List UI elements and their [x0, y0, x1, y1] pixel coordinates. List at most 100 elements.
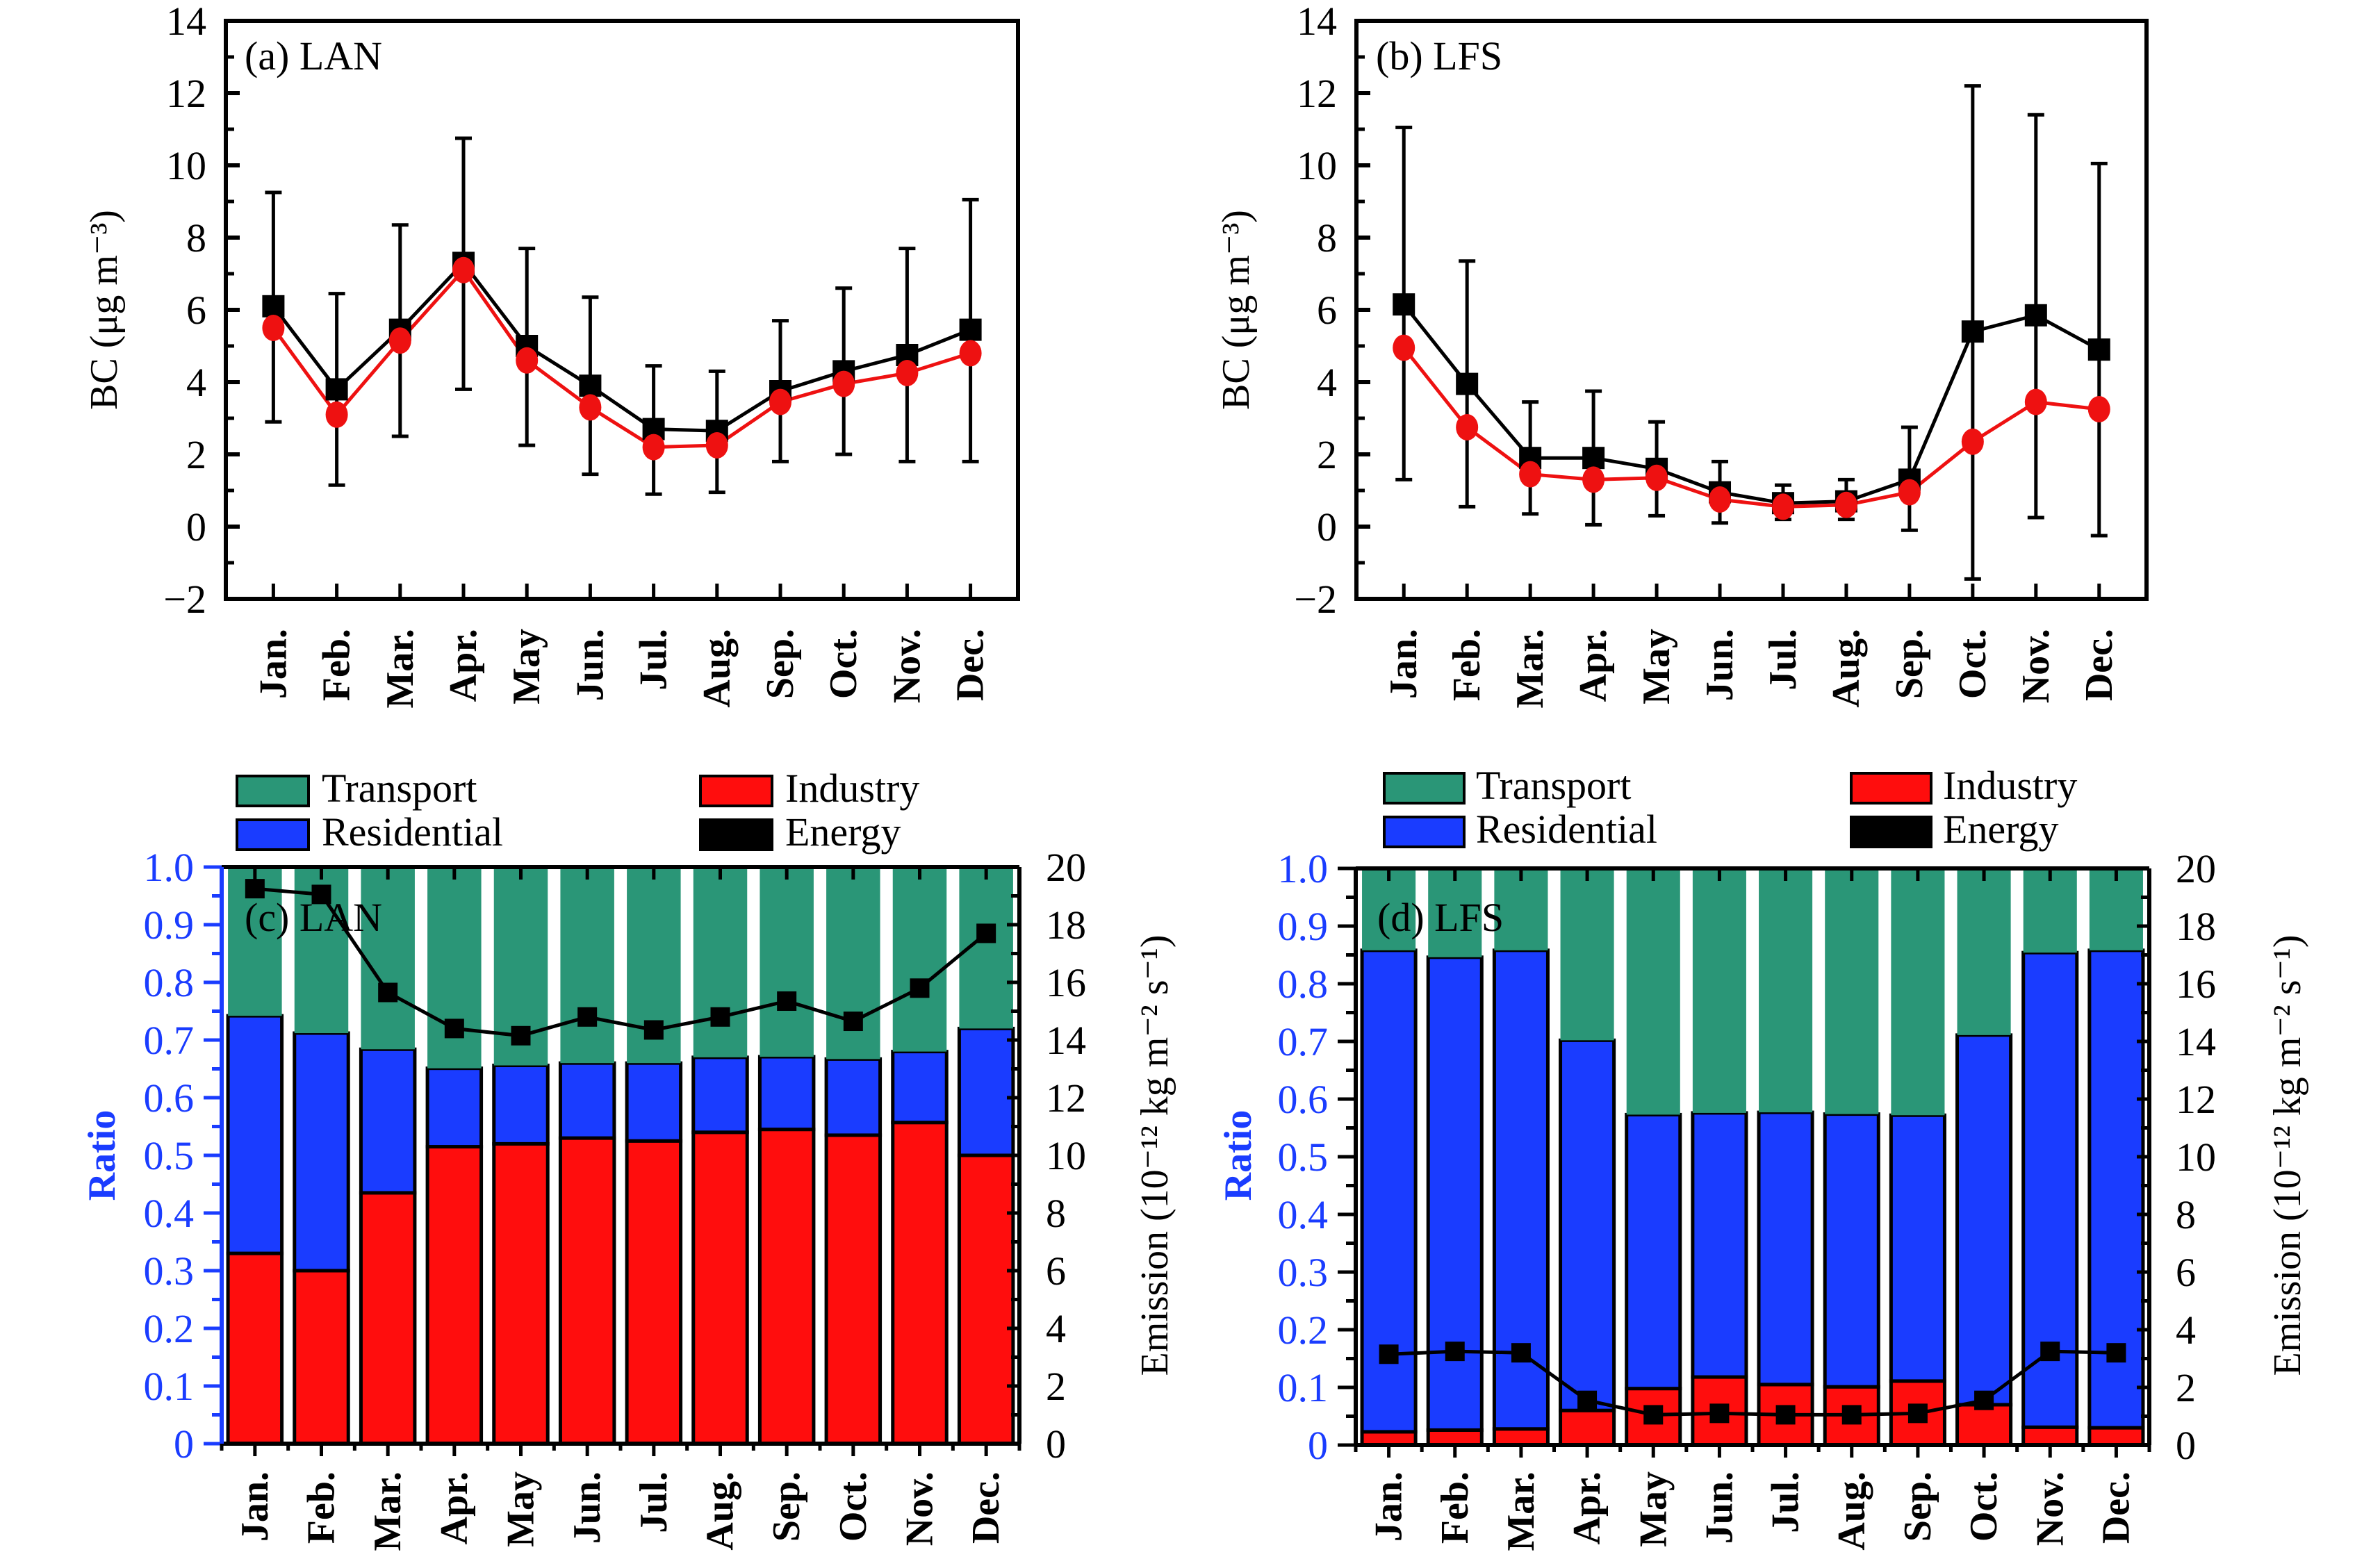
emission-point [843, 1012, 863, 1032]
emission-point [1841, 1405, 1862, 1425]
bar-segment-industry [625, 1139, 683, 1446]
y-tick-label: 14 [1297, 0, 1337, 44]
bar-segment-residential [1625, 1112, 1682, 1391]
x-tick-label-mar: Mar. [379, 629, 422, 709]
right-tick-label: 18 [2176, 904, 2216, 949]
y-tick-label: 6 [186, 288, 206, 333]
right-tick-label: 12 [1046, 1075, 1086, 1121]
left-tick-label: 0.9 [1278, 904, 1329, 949]
x-tick-label-nov: Nov. [2014, 629, 2058, 703]
simulated-point [2087, 396, 2110, 422]
emission-point [1445, 1342, 1465, 1362]
y-tick-label: 4 [186, 360, 206, 405]
x-tick-label-dec: Dec. [2078, 629, 2121, 701]
bar-segment-transport [1759, 868, 1813, 1113]
bar-segment-residential [824, 1057, 883, 1137]
left-tick-label: 0 [174, 1421, 194, 1467]
x-tick-label-aug: Aug. [699, 1471, 742, 1551]
x-tick-label-dec: Dec. [949, 629, 992, 701]
stacked-bar [824, 867, 883, 1446]
emission-point [311, 884, 331, 905]
emission-point [245, 879, 265, 899]
bar-segment-industry [1955, 1403, 2013, 1447]
x-tick-label-nov: Nov. [885, 629, 928, 703]
bar-segment-industry [1559, 1408, 1616, 1447]
panel-c-left-axis-title: Ratio [81, 1110, 124, 1201]
bar-segment-transport [1957, 868, 2011, 1035]
bar-segment-transport [560, 867, 614, 1064]
stacked-bar [1691, 868, 1748, 1447]
observed-point [579, 374, 602, 397]
y-tick-label: 12 [166, 71, 206, 116]
panel-c-emission-lan: Transport Residential Industry Energy 00… [81, 766, 1176, 1551]
right-tick-label: 6 [2176, 1250, 2196, 1295]
bar-segment-transport [1626, 868, 1680, 1115]
legend-label-residential: Residential [322, 809, 503, 855]
right-tick-label: 14 [2176, 1019, 2216, 1064]
x-tick-label-aug: Aug. [1830, 1471, 1873, 1551]
x-tick-label-feb: Feb. [1434, 1471, 1477, 1544]
x-tick-label-jan: Jan. [1382, 629, 1425, 699]
simulated-point [325, 401, 348, 428]
panel-a-title: (a) LAN [245, 33, 382, 79]
bar-segment-residential [226, 1014, 284, 1255]
bar-segment-residential [1691, 1111, 1748, 1379]
legend-swatch-industry [699, 775, 773, 807]
emission-point [577, 1007, 598, 1027]
x-tick-label-jun: Jun. [568, 629, 612, 701]
stacked-bar [492, 867, 550, 1446]
emission-point [1775, 1405, 1796, 1425]
bar-segment-industry [824, 1133, 883, 1446]
bar-segment-residential [691, 1055, 749, 1135]
x-tick-label-jan: Jan. [252, 629, 295, 699]
left-tick-label: 0.7 [144, 1018, 195, 1063]
left-tick-label: 0.4 [144, 1191, 195, 1236]
bar-segment-residential [1823, 1112, 1880, 1389]
bar-segment-residential [1757, 1110, 1814, 1387]
x-tick-label-sep: Sep. [759, 629, 802, 699]
simulated-point [642, 434, 665, 461]
bar-segment-residential [957, 1026, 1015, 1157]
x-tick-label-oct: Oct. [1951, 629, 1994, 699]
bar-segment-transport [2023, 868, 2077, 953]
x-tick-label-dec: Dec. [965, 1471, 1008, 1544]
emission-point [777, 991, 797, 1011]
x-tick-label-jan: Jan. [233, 1471, 277, 1542]
bar-segment-residential [492, 1064, 550, 1146]
legend-label-residential: Residential [1476, 807, 1657, 852]
stacked-bar [691, 867, 749, 1446]
simulated-point [1835, 491, 1857, 518]
x-tick-label-apr: Apr. [1566, 1471, 1609, 1544]
panel-d-legend: Transport Residential Industry Energy [1383, 763, 2077, 852]
simulated-point [1771, 493, 1794, 520]
emission-point [444, 1018, 464, 1039]
bar-segment-industry [2087, 1426, 2145, 1447]
emission-point [1643, 1405, 1664, 1425]
x-tick-label-jul: Jul. [632, 1471, 675, 1533]
right-tick-label: 12 [2176, 1077, 2216, 1122]
right-tick-label: 4 [2176, 1308, 2196, 1353]
panel-c-title: (c) LAN [245, 895, 382, 940]
bar-segment-industry [1492, 1427, 1550, 1447]
emission-point [2106, 1343, 2126, 1363]
legend-label-transport: Transport [1476, 763, 1631, 808]
right-tick-label: 4 [1046, 1306, 1066, 1351]
bar-segment-residential [1955, 1033, 2013, 1407]
right-tick-label: 2 [1046, 1364, 1066, 1409]
left-tick-label: 0.6 [144, 1075, 195, 1121]
left-tick-label: 0.4 [1278, 1192, 1329, 1237]
observed-point [1582, 447, 1605, 470]
bar-segment-industry [1426, 1428, 1484, 1447]
bar-segment-residential [1559, 1038, 1616, 1412]
bar-segment-industry [757, 1128, 816, 1446]
left-tick-label: 0.5 [144, 1133, 195, 1178]
x-tick-label-jul: Jul. [1764, 1471, 1807, 1533]
stacked-bar [757, 867, 816, 1446]
x-tick-label-oct: Oct. [832, 1471, 875, 1542]
right-tick-label: 16 [2176, 962, 2216, 1007]
simulated-point [1898, 479, 1921, 506]
bar-segment-transport [1494, 868, 1548, 950]
panel-a-y-axis-title: BC (μg m⁻³) [83, 210, 126, 410]
left-tick-label: 0.8 [144, 960, 195, 1005]
x-tick-label-jan: Jan. [1368, 1471, 1411, 1542]
